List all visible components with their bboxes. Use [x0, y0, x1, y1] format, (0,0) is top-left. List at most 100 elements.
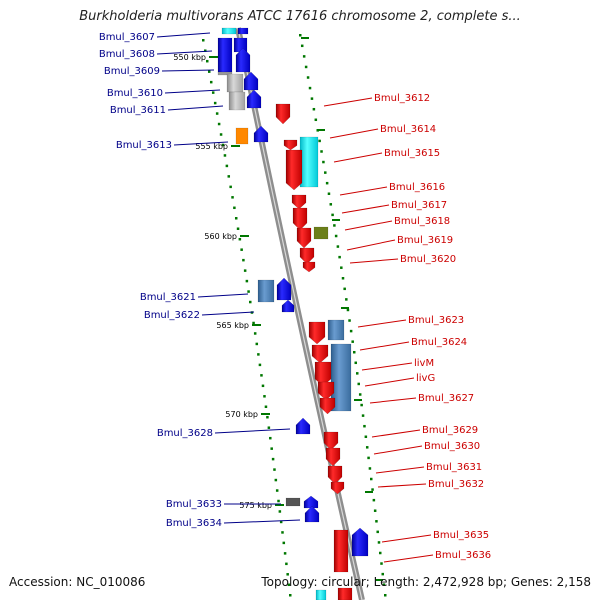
gene-reverse-bmul-3618[interactable] — [313, 226, 329, 240]
gene-label-leader — [346, 239, 396, 251]
gene-reverse-bmul-3620a[interactable] — [299, 247, 315, 265]
outer-tick-dot — [325, 181, 329, 185]
cds-steel[interactable] — [327, 319, 345, 341]
gene-forward-bmul-3609[interactable] — [235, 47, 251, 73]
gene-forward-bmul-3633[interactable] — [285, 497, 301, 507]
gene-label-bmul-3611[interactable]: Bmul_3611 — [110, 105, 166, 116]
gene-forward-bmul-3607[interactable] — [217, 37, 233, 73]
cds-gray[interactable] — [228, 91, 246, 111]
outer-tick-dot — [348, 319, 351, 322]
outer-tick-dot — [367, 456, 370, 460]
gene-reverse-bmul-3629[interactable] — [323, 431, 339, 451]
inner-tick-dot — [227, 175, 231, 178]
outer-tick-dot — [346, 308, 350, 312]
inner-tick-dot — [247, 290, 250, 293]
gene-label-bmul-3631[interactable]: Bmul_3631 — [426, 462, 482, 473]
gene-label-bmul-3620[interactable]: Bmul_3620 — [400, 254, 456, 265]
gene-label-bmul-3607[interactable]: Bmul_3607 — [99, 32, 155, 43]
gene-label-bmul-3628[interactable]: Bmul_3628 — [157, 428, 213, 439]
inner-tick-dot — [286, 573, 289, 576]
gene-label-bmul-3627[interactable]: Bmul_3627 — [418, 393, 474, 404]
outer-tick-dot — [360, 403, 363, 407]
inner-tick-dot — [202, 39, 205, 42]
gene-label-bmul-3612[interactable]: Bmul_3612 — [374, 93, 430, 104]
gene-label-bmul-3621[interactable]: Bmul_3621 — [140, 292, 196, 303]
gene-label-bmul-3634[interactable]: Bmul_3634 — [166, 518, 222, 529]
inner-tick-dot — [260, 374, 263, 377]
gene-label-bmul-3608[interactable]: Bmul_3608 — [99, 49, 155, 60]
gene-label-bmul-3636[interactable]: Bmul_3636 — [435, 550, 491, 561]
gene-forward-bmul-3634[interactable] — [304, 505, 320, 523]
gene-label-bmul-3624[interactable]: Bmul_3624 — [411, 337, 467, 348]
gene-label-bmul-3632[interactable]: Bmul_3632 — [428, 479, 484, 490]
inner-tick-dot — [277, 499, 280, 503]
gene-forward-bmul-3621b[interactable] — [276, 277, 292, 301]
gene-label-bmul-3615[interactable]: Bmul_3615 — [384, 148, 440, 159]
cds-cyan-partial[interactable] — [315, 589, 327, 600]
gene-forward-bmul-3628[interactable] — [295, 417, 311, 435]
outer-tick-dot — [338, 255, 341, 259]
gene-forward-bmul-3611[interactable] — [246, 89, 262, 109]
inner-tick-dot — [273, 468, 276, 471]
inner-tick-dot — [209, 80, 213, 84]
cds-separator[interactable] — [217, 71, 233, 76]
gene-reverse-bmul-3632[interactable] — [330, 481, 345, 495]
inner-tick-dot — [213, 101, 217, 105]
gene-forward-bmul-3621[interactable] — [257, 279, 275, 303]
gene-reverse-bmul-3630[interactable] — [325, 447, 341, 467]
map-title: Burkholderia multivorans ATCC 17616 chro… — [79, 9, 521, 24]
gene-reverse-bmul-3624[interactable] — [311, 344, 329, 364]
cds-box[interactable] — [221, 27, 237, 35]
gene-label-bmul-3619[interactable]: Bmul_3619 — [397, 235, 453, 246]
gene-label-leader — [164, 89, 221, 94]
cds-red-partial[interactable] — [337, 587, 353, 600]
gene-label-bmul-3609[interactable]: Bmul_3609 — [104, 66, 160, 77]
gene-reverse-bmul-3620b[interactable] — [302, 261, 316, 273]
gene-label-leader — [156, 50, 213, 55]
gene-label-bmul-3613[interactable]: Bmul_3613 — [116, 140, 172, 151]
gene-reverse-bmul-3627[interactable] — [319, 397, 336, 415]
gene-label-bmul-3614[interactable]: Bmul_3614 — [380, 124, 436, 135]
gene-forward-bmul-3613[interactable] — [235, 127, 249, 145]
gene-label-bmul-3616[interactable]: Bmul_3616 — [389, 182, 445, 193]
gene-reverse-bmul-3631[interactable] — [327, 465, 343, 485]
inner-tick-dot — [287, 583, 291, 587]
gene-label-bmul-3630[interactable]: Bmul_3630 — [424, 441, 480, 452]
gene-forward-bmul-3613b[interactable] — [253, 125, 269, 143]
gene-reverse-bmul-3619[interactable] — [296, 227, 312, 249]
gene-reverse-bmul-3612[interactable] — [275, 103, 291, 125]
gene-label-bmul-3629[interactable]: Bmul_3629 — [422, 425, 478, 436]
inner-tick-dot — [221, 143, 225, 147]
gene-reverse-bmul-3635[interactable] — [333, 529, 349, 573]
outer-tick-dot — [324, 171, 327, 174]
gene-label-bmul-3622[interactable]: Bmul_3622 — [144, 310, 200, 321]
gene-reverse-bmul-3617[interactable] — [292, 207, 308, 231]
gene-forward-bmul-3610[interactable] — [243, 71, 259, 91]
gene-label-bmul-3635[interactable]: Bmul_3635 — [433, 530, 489, 541]
gene-label-bmul-3618[interactable]: Bmul_3618 — [394, 216, 450, 227]
cds-gray[interactable] — [226, 73, 244, 93]
gene-forward-bmul-3622[interactable] — [281, 299, 295, 313]
cds-cyan[interactable] — [299, 136, 319, 188]
outer-tick-dot — [320, 150, 323, 153]
gene-reverse-bmul-3616[interactable] — [291, 194, 307, 210]
gene-label-bmul-3610[interactable]: Bmul_3610 — [107, 88, 163, 99]
gene-label-bmul-3617[interactable]: Bmul_3617 — [391, 200, 447, 211]
gene-label-leader — [323, 97, 373, 107]
gene-reverse-bmul-3615[interactable] — [285, 149, 303, 191]
gene-reverse-bmul-3614[interactable] — [283, 139, 298, 151]
gene-label-leader — [375, 466, 425, 474]
gene-reverse-livg[interactable] — [317, 381, 335, 401]
gene-label-livm[interactable]: livM — [414, 358, 434, 369]
cds-box[interactable] — [237, 27, 249, 35]
outer-tick-dot — [357, 382, 360, 386]
gene-forward-bmul-3636[interactable] — [351, 527, 369, 557]
outer-tick-dot — [336, 245, 340, 248]
gene-label-livg[interactable]: livG — [416, 373, 435, 384]
gene-label-bmul-3633[interactable]: Bmul_3633 — [166, 499, 222, 510]
gene-reverse-bmul-3623[interactable] — [308, 321, 326, 345]
gene-forward-bmul-3633b[interactable] — [303, 495, 319, 509]
inner-tick-dot — [236, 227, 240, 230]
gene-label-bmul-3623[interactable]: Bmul_3623 — [408, 315, 464, 326]
outer-tick-dot — [363, 424, 366, 428]
